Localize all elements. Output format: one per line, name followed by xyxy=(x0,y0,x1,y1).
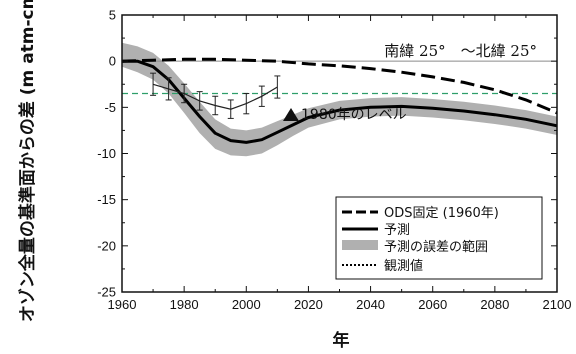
legend-prediction-label: 予測 xyxy=(384,223,410,238)
legend-ods-label: ODS固定 (1960年) xyxy=(384,206,499,221)
x-tick-label: 1960 xyxy=(108,297,137,312)
ods-fixed-line xyxy=(121,57,558,115)
legend: ODS固定 (1960年) 予測 予測の誤差の範囲 観測値 xyxy=(335,196,543,280)
prediction-line xyxy=(122,59,558,144)
observation-layer xyxy=(150,72,281,119)
y-tick-label: -20 xyxy=(97,238,116,253)
x-tick-label: 2000 xyxy=(232,297,261,312)
y-tick-label: 0 xyxy=(109,54,116,69)
y-tick-label: -10 xyxy=(97,146,116,161)
triangle-marker-icon xyxy=(283,108,299,121)
annotation-1980-label: 1980年のレベル xyxy=(301,107,407,123)
annotation-1980-level: 1980年のレベル xyxy=(283,107,407,123)
region-label: 南緯 25° ～北緯 25° xyxy=(384,42,537,60)
y-axis-title: オゾン全量の基準面からの差 (m atm-cm) xyxy=(17,0,38,322)
axis-layer: 1960 1980 2000 2020 2040 2060 2080 2100 5 0 -5 -10 -… xyxy=(97,8,571,313)
y-tick-label: 5 xyxy=(109,8,116,23)
y-tick-label: -5 xyxy=(104,100,116,115)
y-tick-label: -15 xyxy=(97,192,116,207)
series-lines-layer xyxy=(121,57,558,144)
reference-lines-layer xyxy=(122,60,557,95)
legend-band-label: 予測の誤差の範囲 xyxy=(384,239,488,255)
y-tick-label: -25 xyxy=(97,285,116,300)
x-tick-label: 2100 xyxy=(543,297,572,312)
x-axis-title: 年 xyxy=(333,330,350,351)
legend-band-swatch xyxy=(342,240,378,250)
x-tick-label: 2040 xyxy=(356,297,385,312)
x-tick-label: 2060 xyxy=(418,297,447,312)
legend-observation-label: 観測値 xyxy=(384,258,423,274)
x-tick-label: 1980 xyxy=(170,297,199,312)
x-tick-label: 2080 xyxy=(480,297,509,312)
x-tick-label: 2020 xyxy=(294,297,323,312)
